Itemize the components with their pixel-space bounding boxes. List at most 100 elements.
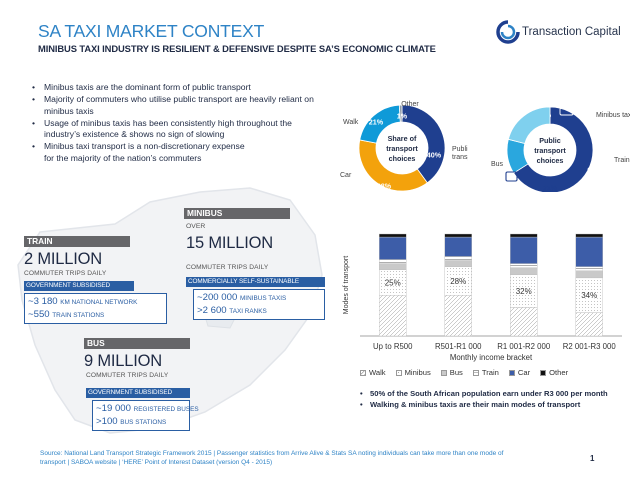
pie-value-label: 40% [427,151,442,160]
bar-segment-walk [575,312,603,337]
bar-segment-car [575,236,603,267]
legend-swatch [395,370,402,376]
pie-slice-bus [507,106,551,145]
legend-label: Train [481,368,499,377]
pie-value-label: 13% [584,180,599,189]
bar-data-label: 28% [450,277,466,286]
minibus-vehicle-icon [559,107,574,116]
x-tick-label: R501-R1 000 [435,342,482,351]
pie-category-label: Bus [491,161,504,168]
legend-label: Car [517,368,531,377]
legend-label: Bus [449,368,463,377]
bar-segment-car [379,236,407,260]
page-title: SA TAXI MARKET CONTEXT [38,21,265,41]
income-bracket-bar-chart: Modes of transport 25% Up to R500 28% R501-R… [343,233,622,362]
minibus-tag: COMMERCIALLY SELF-SUSTAINABLE [186,277,325,287]
bus-icon-body [505,171,518,182]
minibus-line1-num: ~200 000 [197,292,238,303]
bullet-item: Minibus taxis are the dominant form of p… [26,82,321,94]
bullet-item: Usage of minibus taxis has been consiste… [26,118,321,141]
bar-segment-other [510,233,538,238]
bar-segment-bus [379,263,407,270]
pie-category-label: Public [452,146,468,153]
bar-segment-car [510,236,538,264]
minibus-header: MINIBUS [184,208,290,219]
bar-segment-bus [575,270,603,279]
pie-title-line: transport [534,146,566,155]
bar-chart-legend: Walk Minibus Bus Train Car Other [360,368,578,377]
bus-sub: COMMUTER TRIPS DAILY [86,372,169,379]
train-line2-unit: TRAIN STATIONS [52,311,105,319]
legend-item-bus: Bus [440,368,463,377]
x-tick-label: Up to R500 [373,342,413,351]
minibus-line2-unit: TAXI RANKS [229,307,267,315]
legend-swatch [440,370,447,376]
pie-value-label: 1% [397,112,408,121]
bar-segment-train [379,259,407,264]
bar-segment-other [379,233,407,238]
pie-title-line: choices [389,154,416,163]
pie-value-label: 38% [377,182,392,191]
minibus-line2-num: >2 600 [197,304,227,316]
pie-category-label: Minibus taxi [596,112,630,119]
train-header: TRAIN [24,236,130,247]
bar-segment-walk [510,307,538,337]
legend-item-minibus: Minibus [395,368,431,377]
minibus-line1-unit: MINIBUS TAXIS [239,295,287,302]
pie-title-line: Public [539,136,561,145]
bar-chart-notes: 50% of the South African population earn… [360,388,608,410]
bar-segment-train [575,266,603,271]
page-number: 1 [590,454,595,463]
bus-tag: GOVERNMENT SUBSIDISED [86,388,190,398]
bar-segment-walk [379,294,407,337]
bullet-item: Minibus taxi transport is a non-discreti… [26,141,251,164]
company-logo: Transaction Capital [496,20,626,46]
pie-category-label: Walk [343,119,359,126]
bus-stats-box: ~19 000 REGISTERED BUSES >100 BUS STATIO… [92,400,199,431]
train-sub: COMMUTER TRIPS DAILY [24,270,107,277]
legend-item-other: Other [540,368,568,377]
legend-item-car: Car [508,368,531,377]
minibus-sub: COMMUTER TRIPS DAILY [186,264,269,271]
bus-header: BUS [84,338,190,349]
bus-line1-num: ~19 000 [96,403,131,414]
bar-data-label: 25% [385,278,401,287]
page-subtitle: MINIBUS TAXI INDUSTRY IS RESILIENT & DEF… [38,43,436,54]
legend-swatch [360,370,366,376]
bar-data-label: 34% [581,291,597,300]
pie-title-line: transport [386,144,418,153]
pie-value-label: 21% [369,118,384,127]
train-line1-num: ~3 180 [28,296,58,307]
bar-segment-car [444,236,472,257]
train-line2-num: ~550 [28,308,50,320]
pie-value-label: 21% [543,184,558,193]
bus-line2-unit: BUS STATIONS [120,418,167,426]
bar-segment-bus [444,260,472,267]
legend-label: Walk [369,368,386,377]
logo-swirl-icon [496,20,520,44]
bus-line1-unit: REGISTERED BUSES [133,406,199,413]
minibus-over: OVER [186,223,206,230]
x-tick-label: R2 001-R3 000 [563,342,617,351]
x-axis-label: Monthly income bracket [450,353,533,362]
bar-segment-other [444,233,472,238]
legend-swatch [540,370,547,376]
minibus-stats-box: ~200 000 MINIBUS TAXIS >2 600 TAXI RANKS [193,289,325,320]
logo-text: Transaction Capital [522,26,621,38]
context-bullets: Minibus taxis are the dominant form of p… [26,82,321,165]
pie-slice-minibus-taxi [513,106,594,192]
bus-value: 9 MILLION [84,352,162,370]
minibus-icon-body [559,107,574,116]
bar-segment-bus [510,267,538,275]
bar-segment-other [575,233,603,238]
bar-segment-train [444,256,472,261]
train-stats-box: ~3 180 KM NATIONAL NETWORK ~550 TRAIN ST… [24,293,167,324]
train-value: 2 MILLION [24,250,102,268]
note-item: Walking & minibus taxis are their main m… [360,399,608,410]
bar-segment-minibus [379,269,407,296]
bullet-item: Majority of commuters who utilise public… [26,94,321,117]
note-item: 50% of the South African population earn… [360,388,608,399]
bar-data-label: 32% [516,287,532,296]
legend-label: Minibus [404,368,431,377]
